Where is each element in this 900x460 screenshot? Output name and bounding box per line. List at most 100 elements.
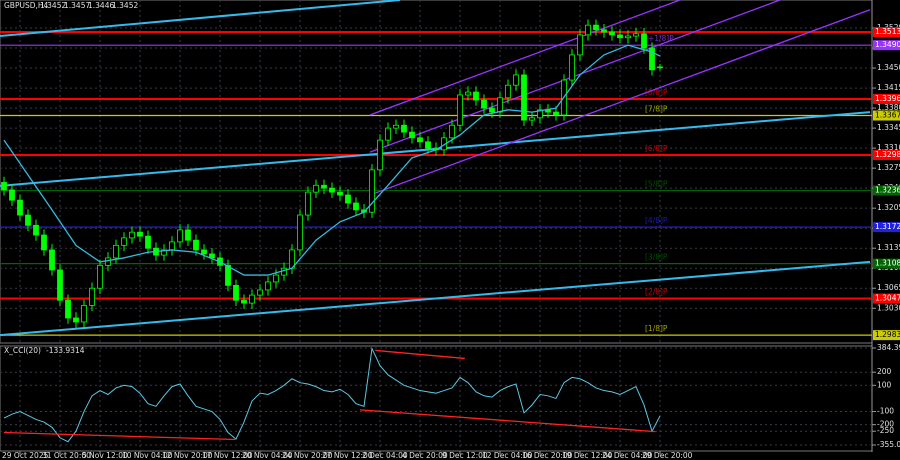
candle-body <box>513 74 519 86</box>
y-tick-label: 384.3971 <box>877 343 900 352</box>
candle-body <box>401 124 407 133</box>
candle-body <box>593 24 599 31</box>
candle-body <box>233 284 239 301</box>
level-tag: [3/8]P <box>645 253 668 262</box>
candle-body <box>641 33 647 49</box>
y-tick-label: -200 <box>877 420 894 429</box>
indicator-value: -133.9314 <box>46 346 85 355</box>
candle-body <box>393 124 399 129</box>
level-box <box>873 330 900 341</box>
candle-body <box>161 249 167 256</box>
candle-body <box>449 124 455 139</box>
x-tick-label: 12 Dec 04:00 <box>482 451 533 460</box>
level-tag: [1/8]P <box>645 324 668 333</box>
y-tick-label: 1.3450 <box>877 63 900 72</box>
candle-body <box>345 194 351 204</box>
candle-body <box>633 33 639 37</box>
header-close: 1.3452 <box>112 1 138 10</box>
trend-line <box>369 9 871 196</box>
y-tick-label: -250 <box>877 426 894 435</box>
level-label: 1.3047 <box>875 294 900 303</box>
level-label: 1.3236 <box>875 185 900 194</box>
x-tick-label: 29 Oct 2025 <box>2 451 49 460</box>
candle-body <box>465 91 471 96</box>
level-label: 1.3298 <box>875 150 900 159</box>
candle-body <box>625 35 631 39</box>
level-label: 1.3108 <box>875 259 900 268</box>
indicator-title: X_CCI(20) <box>4 346 41 355</box>
candle-body <box>65 299 71 319</box>
level-label: 1.3490 <box>875 40 900 49</box>
cci-line <box>3 346 661 443</box>
candle-body <box>585 24 591 36</box>
candle-body <box>257 289 263 296</box>
candle-body <box>473 91 479 101</box>
x-tick-label: 16 Dec 20:00 <box>522 451 573 460</box>
candle-body <box>297 214 303 251</box>
x-tick-label: 9 Dec 12:00 <box>442 451 488 460</box>
y-tick-label: 1.3030 <box>877 303 900 312</box>
candle-body <box>25 214 31 226</box>
candle-body <box>121 237 127 246</box>
candle-body <box>57 269 63 301</box>
candle-body <box>265 281 271 291</box>
x-tick-label: 24 Nov 20:00 <box>282 451 333 460</box>
candle-body <box>425 141 431 149</box>
candle-body <box>185 229 191 241</box>
candle-body <box>41 234 47 251</box>
x-tick-label: 5 Nov 12:00 <box>82 451 128 460</box>
level-label: 1.3172 <box>875 222 900 231</box>
candle-body <box>377 139 383 171</box>
divergence-line <box>359 409 656 433</box>
candle-body <box>17 199 23 216</box>
candle-body <box>353 202 359 211</box>
level-tag: [+1/8]P <box>645 34 674 43</box>
candle-body <box>73 317 79 323</box>
level-label: 1.3396 <box>875 94 900 103</box>
candle-body <box>537 109 543 119</box>
level-box <box>873 27 900 38</box>
x-tick-label: 2 Dec 04:00 <box>362 451 408 460</box>
header-high: 1.3457 <box>64 1 90 10</box>
y-tick-label: 200 <box>877 367 892 376</box>
level-box <box>873 293 900 304</box>
x-tick-label: 24 Dec 04:00 <box>602 451 653 460</box>
y-tick-label: 1.3065 <box>877 283 900 292</box>
x-tick-label: 4 Dec 20:00 <box>402 451 448 460</box>
candle-body <box>97 264 103 289</box>
level-label: 1.3513 <box>875 27 900 36</box>
candle-body <box>617 34 623 39</box>
candle-body <box>49 249 55 271</box>
candle-body <box>177 229 183 243</box>
divergence-line <box>375 349 465 360</box>
candle-body <box>553 111 559 116</box>
x-tick-label: 20 Nov 04:00 <box>242 451 293 460</box>
header-open: 1.3452 <box>40 1 66 10</box>
candle-body <box>145 235 151 249</box>
x-tick-label: 27 Nov 12:00 <box>322 451 373 460</box>
candle-body <box>137 231 143 237</box>
level-tag: [8/8]P <box>645 88 668 97</box>
header-low: 1.3446 <box>88 1 114 10</box>
level-tag: [4/8]P <box>645 216 668 225</box>
main-frame <box>0 0 873 344</box>
trend-line <box>369 0 681 116</box>
level-label: 1.3367 <box>875 111 900 120</box>
candle-body <box>601 29 607 33</box>
candle-body <box>521 74 527 121</box>
cci-frame <box>0 345 873 452</box>
level-box <box>873 40 900 51</box>
candle-body <box>385 127 391 141</box>
candle-body <box>89 287 95 306</box>
level-tag: [6/8]P <box>645 144 668 153</box>
candle-body <box>321 184 327 189</box>
y-tick-label: 100 <box>877 380 892 389</box>
candle-body <box>313 184 319 193</box>
candle-body <box>193 239 199 251</box>
x-tick-label: 12 Nov 20:00 <box>162 451 213 460</box>
level-tag: [5/8]P <box>645 179 668 188</box>
x-tick-label: 19 Dec 12:00 <box>562 451 613 460</box>
level-label: 1.2983 <box>875 330 900 339</box>
candle-body <box>305 191 311 216</box>
